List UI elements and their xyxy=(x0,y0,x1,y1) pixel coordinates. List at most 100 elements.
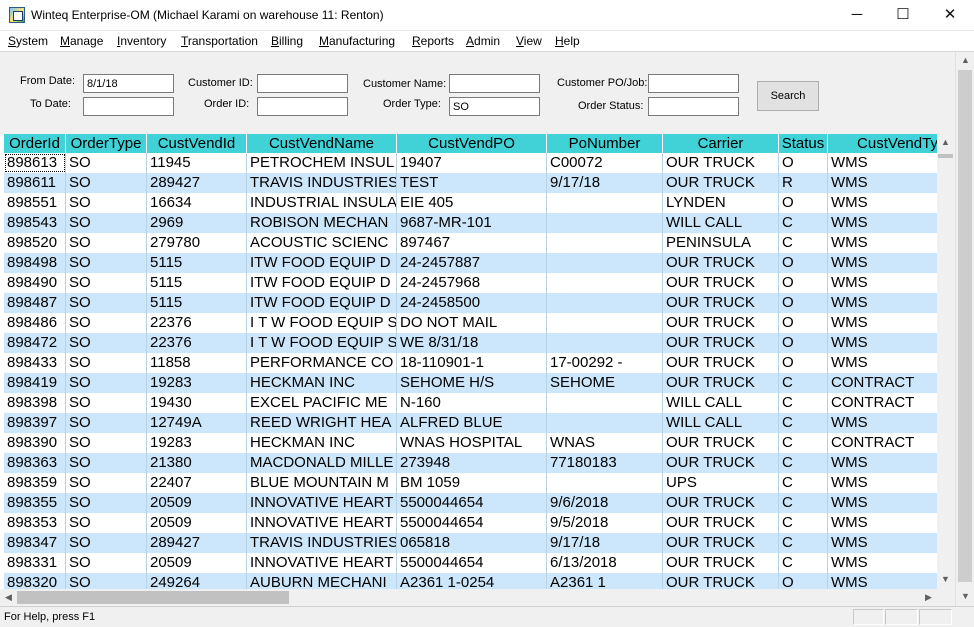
cell-cust-vend-name[interactable]: ACOUSTIC SCIENC xyxy=(247,233,397,253)
table-row[interactable]: 898331 SO 20509 INNOVATIVE HEART 5500044654 6… xyxy=(4,553,937,573)
cell-cust-vend-po[interactable]: 5500044654 xyxy=(397,513,547,533)
cell-cust-vend-type[interactable]: WMS xyxy=(828,453,937,473)
cell-order-id[interactable]: 898347 xyxy=(4,533,66,553)
cell-status[interactable]: O xyxy=(779,253,828,273)
cell-cust-vend-id[interactable]: 22376 xyxy=(147,333,247,353)
table-row[interactable]: 898551 SO 16634 INDUSTRIAL INSULA EIE 405 LYN… xyxy=(4,193,937,213)
cell-order-id[interactable]: 898390 xyxy=(4,433,66,453)
cell-carrier[interactable]: WILL CALL xyxy=(663,213,779,233)
column-header-order-id[interactable]: OrderId xyxy=(4,134,66,153)
cell-carrier[interactable]: OUR TRUCK xyxy=(663,573,779,589)
column-header-order-type[interactable]: OrderType xyxy=(66,134,147,153)
cell-po-number[interactable] xyxy=(547,233,663,253)
customer-name-input[interactable] xyxy=(449,74,540,93)
cell-cust-vend-po[interactable]: 273948 xyxy=(397,453,547,473)
cell-cust-vend-po[interactable]: DO NOT MAIL xyxy=(397,313,547,333)
cell-cust-vend-name[interactable]: AUBURN MECHANI xyxy=(247,573,397,589)
cell-cust-vend-type[interactable]: WMS xyxy=(828,253,937,273)
cell-po-number[interactable]: 9/5/2018 xyxy=(547,513,663,533)
grid-horizontal-scrollbar[interactable]: ◀ ▶ xyxy=(0,589,937,606)
cell-po-number[interactable]: 9/6/2018 xyxy=(547,493,663,513)
cell-cust-vend-po[interactable]: WNAS HOSPITAL xyxy=(397,433,547,453)
cell-po-number[interactable] xyxy=(547,253,663,273)
table-row[interactable]: 898355 SO 20509 INNOVATIVE HEART 5500044654 9… xyxy=(4,493,937,513)
cell-cust-vend-id[interactable]: 22407 xyxy=(147,473,247,493)
menu-transportation[interactable]: Transportation xyxy=(181,34,258,48)
menu-manage[interactable]: Manage xyxy=(60,34,104,48)
cell-cust-vend-po[interactable]: 9687-MR-101 xyxy=(397,213,547,233)
cell-status[interactable]: C xyxy=(779,233,828,253)
cell-order-type[interactable]: SO xyxy=(66,293,147,313)
window-scroll-down-arrow-icon[interactable]: ▼ xyxy=(961,591,970,601)
cell-status[interactable]: C xyxy=(779,453,828,473)
cell-status[interactable]: C xyxy=(779,373,828,393)
table-row[interactable]: 898398 SO 19430 EXCEL PACIFIC ME N-160 WILL C… xyxy=(4,393,937,413)
cell-order-id[interactable]: 898363 xyxy=(4,453,66,473)
cell-po-number[interactable] xyxy=(547,393,663,413)
cell-order-type[interactable]: SO xyxy=(66,373,147,393)
from-date-input[interactable] xyxy=(83,74,174,93)
cell-order-type[interactable]: SO xyxy=(66,153,147,173)
cell-cust-vend-name[interactable]: TRAVIS INDUSTRIES xyxy=(247,173,397,193)
cell-po-number[interactable] xyxy=(547,193,663,213)
cell-cust-vend-name[interactable]: INNOVATIVE HEART xyxy=(247,553,397,573)
cell-cust-vend-id[interactable]: 22376 xyxy=(147,313,247,333)
menu-system[interactable]: System xyxy=(8,34,49,48)
scroll-up-arrow-icon[interactable]: ▲ xyxy=(941,137,950,147)
cell-order-type[interactable]: SO xyxy=(66,253,147,273)
table-row[interactable]: 898472 SO 22376 I T W FOOD EQUIP S WE 8/31/1… xyxy=(4,333,937,353)
customer-po-job-input[interactable] xyxy=(648,74,739,93)
cell-po-number[interactable] xyxy=(547,473,663,493)
grid-vertical-scroll-thumb[interactable] xyxy=(938,154,953,158)
table-row[interactable]: 898486 SO 22376 I T W FOOD EQUIP S DO NOT MA… xyxy=(4,313,937,333)
cell-status[interactable]: C xyxy=(779,553,828,573)
cell-cust-vend-id[interactable]: 16634 xyxy=(147,193,247,213)
cell-order-id[interactable]: 898498 xyxy=(4,253,66,273)
cell-carrier[interactable]: WILL CALL xyxy=(663,393,779,413)
table-row[interactable]: 898520 SO 279780 ACOUSTIC SCIENC 897467 PENIN… xyxy=(4,233,937,253)
cell-order-id[interactable]: 898359 xyxy=(4,473,66,493)
cell-carrier[interactable]: PENINSULA xyxy=(663,233,779,253)
cell-cust-vend-type[interactable]: WMS xyxy=(828,293,937,313)
cell-order-id[interactable]: 898355 xyxy=(4,493,66,513)
cell-cust-vend-po[interactable]: WE 8/31/18 xyxy=(397,333,547,353)
cell-cust-vend-type[interactable]: WMS xyxy=(828,333,937,353)
cell-cust-vend-id[interactable]: 289427 xyxy=(147,533,247,553)
cell-cust-vend-id[interactable]: 20509 xyxy=(147,493,247,513)
cell-po-number[interactable]: 9/17/18 xyxy=(547,533,663,553)
cell-cust-vend-name[interactable]: INNOVATIVE HEART xyxy=(247,513,397,533)
cell-po-number[interactable] xyxy=(547,413,663,433)
cell-order-type[interactable]: SO xyxy=(66,453,147,473)
cell-order-id[interactable]: 898398 xyxy=(4,393,66,413)
cell-carrier[interactable]: OUR TRUCK xyxy=(663,553,779,573)
cell-cust-vend-type[interactable]: WMS xyxy=(828,533,937,553)
cell-order-id[interactable]: 898433 xyxy=(4,353,66,373)
cell-order-type[interactable]: SO xyxy=(66,493,147,513)
cell-cust-vend-name[interactable]: TRAVIS INDUSTRIES xyxy=(247,533,397,553)
cell-cust-vend-po[interactable]: 19407 xyxy=(397,153,547,173)
cell-cust-vend-id[interactable]: 20509 xyxy=(147,513,247,533)
cell-cust-vend-id[interactable]: 5115 xyxy=(147,273,247,293)
cell-order-id[interactable]: 898611 xyxy=(4,173,66,193)
cell-cust-vend-po[interactable]: N-160 xyxy=(397,393,547,413)
cell-cust-vend-type[interactable]: CONTRACT xyxy=(828,433,937,453)
cell-cust-vend-name[interactable]: PETROCHEM INSUL xyxy=(247,153,397,173)
cell-cust-vend-id[interactable]: 5115 xyxy=(147,253,247,273)
cell-cust-vend-id[interactable]: 19430 xyxy=(147,393,247,413)
cell-carrier[interactable]: OUR TRUCK xyxy=(663,313,779,333)
table-row[interactable]: 898487 SO 5115 ITW FOOD EQUIP D 24-2458500 OU… xyxy=(4,293,937,313)
cell-cust-vend-type[interactable]: WMS xyxy=(828,413,937,433)
cell-cust-vend-id[interactable]: 289427 xyxy=(147,173,247,193)
cell-cust-vend-type[interactable]: WMS xyxy=(828,553,937,573)
cell-cust-vend-po[interactable]: TEST xyxy=(397,173,547,193)
cell-cust-vend-po[interactable]: 24-2457968 xyxy=(397,273,547,293)
cell-po-number[interactable]: WNAS xyxy=(547,433,663,453)
order-type-input[interactable] xyxy=(449,97,540,116)
cell-cust-vend-name[interactable]: HECKMAN INC xyxy=(247,373,397,393)
cell-order-type[interactable]: SO xyxy=(66,573,147,589)
cell-order-type[interactable]: SO xyxy=(66,193,147,213)
cell-order-type[interactable]: SO xyxy=(66,333,147,353)
cell-cust-vend-type[interactable]: WMS xyxy=(828,213,937,233)
cell-cust-vend-po[interactable]: A2361 1-0254 xyxy=(397,573,547,589)
cell-order-type[interactable]: SO xyxy=(66,433,147,453)
